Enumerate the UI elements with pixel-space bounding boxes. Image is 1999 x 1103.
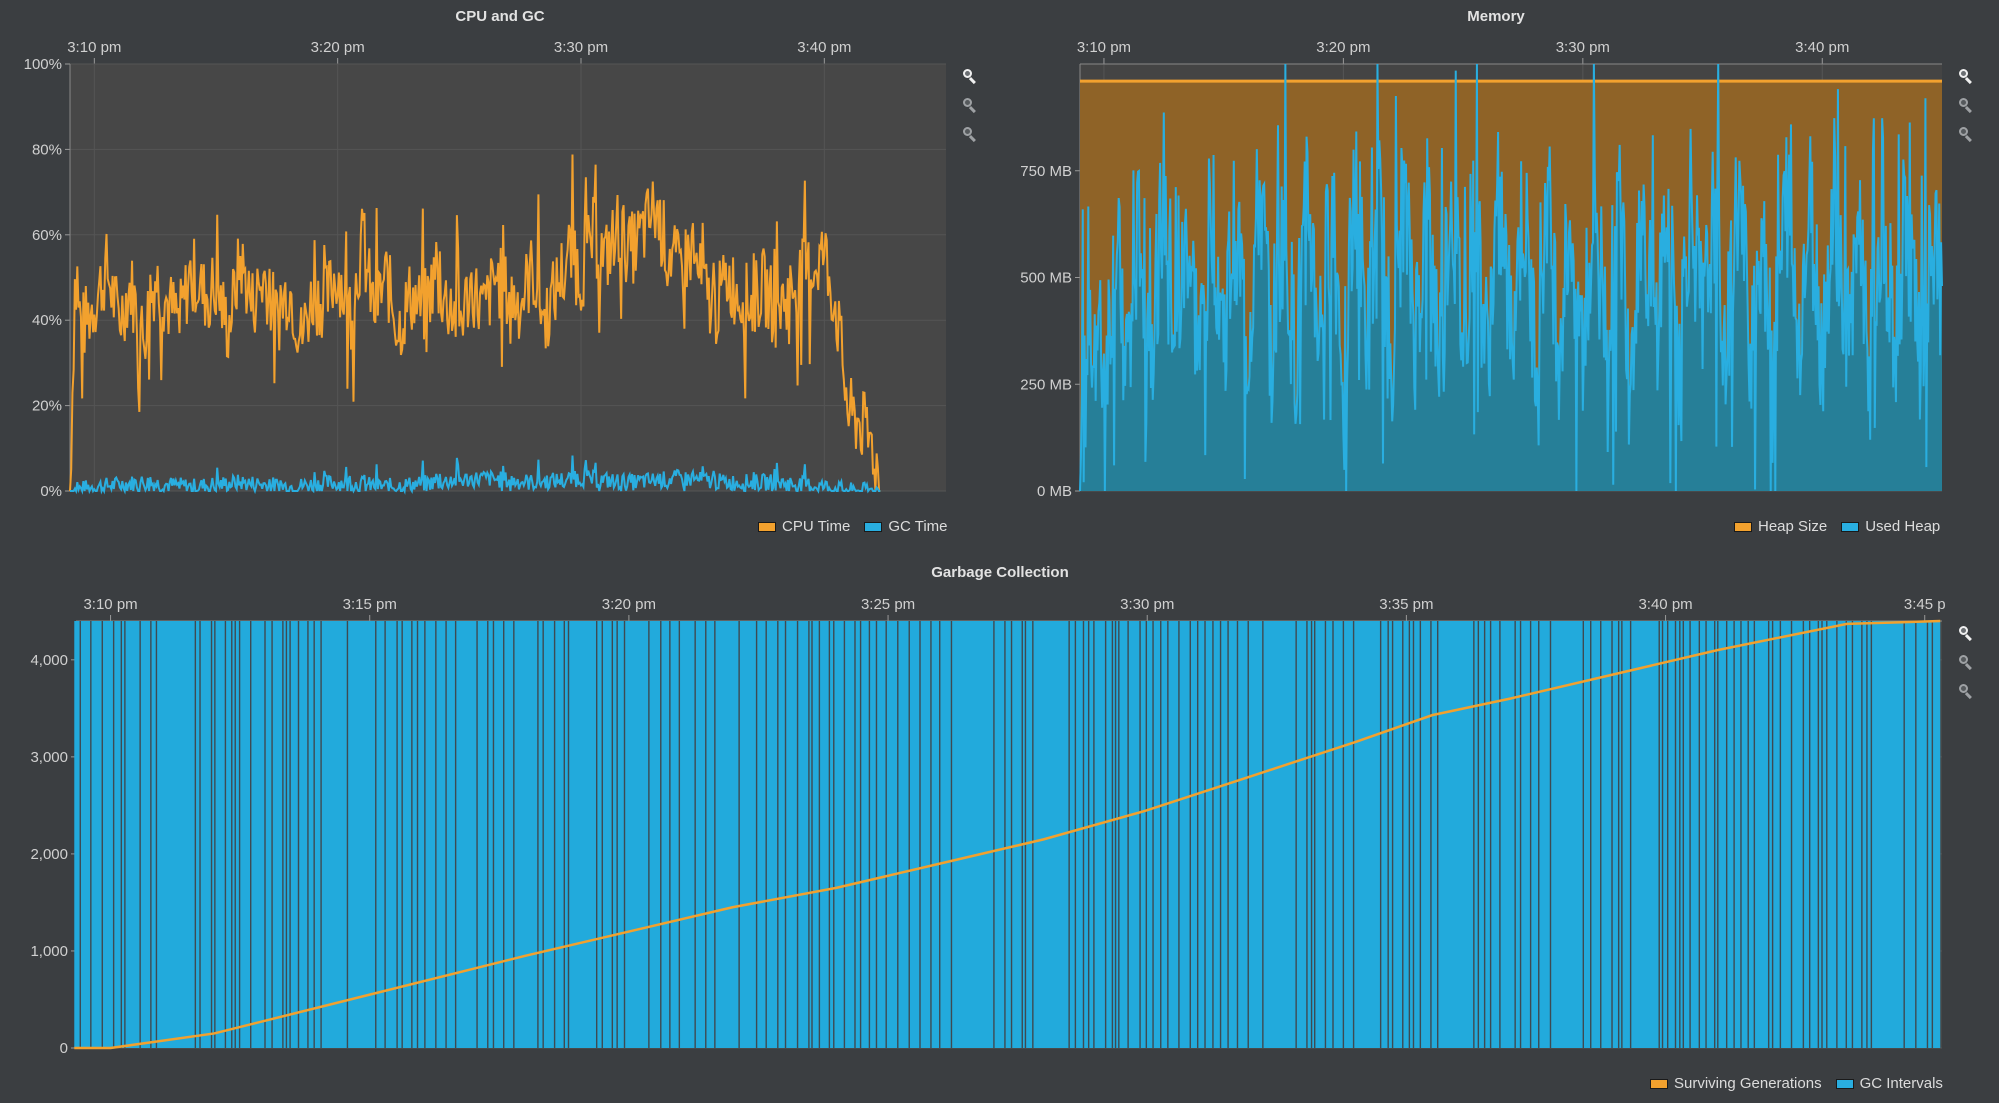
gc-x-tick-label: 3:15 pm [343, 596, 397, 613]
gc-zoom-fit-icon[interactable] [1958, 625, 1974, 642]
gc-chart-legend: Surviving Generations GC Intervals [1650, 1075, 1943, 1092]
legend-label-cpu-time: CPU Time [782, 518, 851, 535]
gc-x-tick-label: 3:25 pm [861, 596, 915, 613]
cpu-zoom-fit-icon[interactable] [962, 68, 978, 85]
gc-zoom-out-icon[interactable] [1958, 683, 1974, 700]
gc-x-tick-label: 3:35 pm [1379, 596, 1433, 613]
cpu-plot[interactable]: 3:10 pm 3:20 pm 3:30 pm 3:40 pm 0% 20% 40% 60% 8… [24, 39, 946, 500]
gc-x-tick-label: 3:20 pm [602, 596, 656, 613]
gc-plot[interactable]: 3:10 pm 3:15 pm 3:20 pm 3:25 pm 3:30 pm 3:35 … [30, 596, 1945, 1057]
memory-y-tick-label: 500 MB [1020, 270, 1072, 287]
legend-label-surviving-generations: Surviving Generations [1674, 1075, 1822, 1092]
memory-plot[interactable]: 3:10 pm 3:20 pm 3:30 pm 3:40 pm 0 MB 250 MB 50… [1020, 39, 1943, 500]
memory-y-tick-label: 250 MB [1020, 376, 1072, 393]
cpu-x-tick-label: 3:30 pm [554, 39, 608, 56]
legend-item-heap-size[interactable]: Heap Size [1734, 518, 1827, 535]
cpu-x-tick-label: 3:10 pm [67, 39, 121, 56]
gc-x-tick-label: 3:10 pm [83, 596, 137, 613]
memory-x-tick-label: 3:20 pm [1316, 39, 1370, 56]
legend-swatch-cpu-time [758, 521, 776, 532]
cpu-y-tick-label: 0% [40, 483, 62, 500]
legend-swatch-gc-intervals [1835, 1078, 1854, 1089]
gc-x-tick-label: 3:45 p [1904, 596, 1946, 613]
gc-chart-title: Garbage Collection [931, 564, 1069, 581]
memory-zoom-in-icon[interactable] [1958, 97, 1974, 114]
legend-item-surviving-generations[interactable]: Surviving Generations [1650, 1075, 1822, 1092]
cpu-zoom-out-icon[interactable] [962, 126, 978, 143]
cpu-chart-title: CPU and GC [455, 8, 545, 25]
gc-x-tick-label: 3:40 pm [1638, 596, 1692, 613]
cpu-x-tick-label: 3:20 pm [311, 39, 365, 56]
gc-x-tick-label: 3:30 pm [1120, 596, 1174, 613]
memory-y-tick-label: 750 MB [1020, 163, 1072, 180]
legend-swatch-used-heap [1841, 521, 1860, 532]
legend-item-cpu-time[interactable]: CPU Time [758, 518, 850, 535]
legend-label-heap-size: Heap Size [1758, 518, 1828, 535]
gc-zoom-in-icon[interactable] [1958, 654, 1974, 671]
legend-item-gc-time[interactable]: GC Time [864, 518, 948, 535]
gc-y-tick-label: 3,000 [30, 749, 68, 766]
legend-label-gc-intervals: GC Intervals [1859, 1075, 1943, 1092]
legend-swatch-gc-time [864, 521, 883, 532]
gc-y-tick-label: 0 [60, 1040, 68, 1057]
cpu-x-tick-label: 3:40 pm [797, 39, 851, 56]
legend-item-used-heap[interactable]: Used Heap [1841, 518, 1940, 535]
memory-chart-legend: Heap Size Used Heap [1734, 518, 1940, 535]
cpu-y-tick-label: 20% [32, 398, 62, 415]
cpu-y-tick-label: 60% [32, 227, 62, 244]
memory-x-tick-label: 3:10 pm [1077, 39, 1131, 56]
memory-y-tick-label: 0 MB [1037, 483, 1072, 500]
series-line-cpu-time [69, 154, 881, 492]
cpu-y-tick-label: 100% [24, 56, 62, 73]
cpu-zoom-in-icon[interactable] [962, 97, 978, 114]
series-line-surviving-generations [74, 619, 1941, 1050]
gc-y-tick-label: 4,000 [30, 652, 68, 669]
legend-swatch-surviving-generations [1650, 1078, 1668, 1089]
memory-zoom-out-icon[interactable] [1958, 126, 1974, 143]
memory-x-tick-label: 3:30 pm [1556, 39, 1610, 56]
memory-chart-title: Memory [1467, 8, 1525, 25]
cpu-chart-legend: CPU Time GC Time [758, 518, 948, 535]
memory-zoom-fit-icon[interactable] [1958, 68, 1974, 85]
legend-swatch-heap-size [1734, 521, 1752, 532]
series-line-gc-time [70, 455, 881, 495]
legend-item-gc-intervals[interactable]: GC Intervals [1835, 1075, 1943, 1092]
series-line-used-heap [1079, 63, 1943, 492]
gc-y-tick-label: 2,000 [30, 846, 68, 863]
cpu-y-tick-label: 80% [32, 141, 62, 158]
legend-label-gc-time: GC Time [888, 518, 948, 535]
cpu-y-tick-label: 40% [32, 312, 62, 329]
gc-y-tick-label: 1,000 [30, 943, 68, 960]
legend-label-used-heap: Used Heap [1865, 518, 1941, 535]
memory-x-tick-label: 3:40 pm [1795, 39, 1849, 56]
series-bars-gc-intervals [74, 621, 1941, 1048]
